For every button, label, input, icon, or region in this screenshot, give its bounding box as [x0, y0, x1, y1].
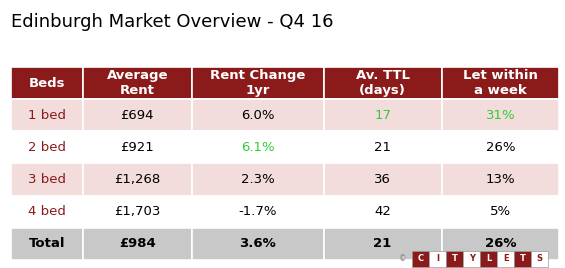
Text: 21: 21 [374, 141, 391, 154]
FancyBboxPatch shape [192, 163, 324, 196]
FancyBboxPatch shape [441, 67, 559, 99]
FancyBboxPatch shape [324, 196, 441, 228]
Text: Beds: Beds [29, 77, 65, 90]
Text: £1,703: £1,703 [114, 205, 160, 218]
Text: 2.3%: 2.3% [241, 173, 275, 186]
Text: L: L [486, 254, 492, 263]
FancyBboxPatch shape [531, 251, 548, 267]
Text: T: T [520, 254, 525, 263]
Text: T: T [452, 254, 458, 263]
Text: 1 bed: 1 bed [28, 109, 66, 122]
Text: 6.0%: 6.0% [241, 109, 275, 122]
Text: 4 bed: 4 bed [28, 205, 66, 218]
FancyBboxPatch shape [82, 196, 192, 228]
FancyBboxPatch shape [11, 228, 82, 260]
FancyBboxPatch shape [441, 131, 559, 163]
Text: £694: £694 [120, 109, 154, 122]
Text: S: S [537, 254, 542, 263]
Text: 26%: 26% [486, 141, 515, 154]
Text: 5%: 5% [490, 205, 511, 218]
FancyBboxPatch shape [82, 228, 192, 260]
FancyBboxPatch shape [82, 99, 192, 131]
Text: Av. TTL
(days): Av. TTL (days) [355, 69, 410, 97]
Text: 13%: 13% [486, 173, 515, 186]
FancyBboxPatch shape [441, 99, 559, 131]
Text: E: E [503, 254, 508, 263]
Text: 31%: 31% [486, 109, 515, 122]
FancyBboxPatch shape [324, 99, 441, 131]
FancyBboxPatch shape [480, 251, 497, 267]
Text: 3 bed: 3 bed [28, 173, 66, 186]
Text: Let within
a week: Let within a week [463, 69, 538, 97]
FancyBboxPatch shape [514, 251, 531, 267]
FancyBboxPatch shape [82, 67, 192, 99]
Text: I: I [436, 254, 440, 263]
FancyBboxPatch shape [192, 196, 324, 228]
FancyBboxPatch shape [11, 131, 82, 163]
FancyBboxPatch shape [324, 67, 441, 99]
FancyBboxPatch shape [441, 228, 559, 260]
FancyBboxPatch shape [497, 251, 514, 267]
Text: ©: © [399, 254, 407, 263]
Text: Total: Total [29, 237, 65, 250]
Text: 21: 21 [373, 237, 392, 250]
Text: 17: 17 [374, 109, 391, 122]
FancyBboxPatch shape [412, 251, 429, 267]
Text: £1,268: £1,268 [114, 173, 160, 186]
Text: Y: Y [469, 254, 475, 263]
FancyBboxPatch shape [463, 251, 480, 267]
FancyBboxPatch shape [446, 251, 463, 267]
FancyBboxPatch shape [192, 67, 324, 99]
Text: 2 bed: 2 bed [28, 141, 66, 154]
FancyBboxPatch shape [192, 131, 324, 163]
Text: 42: 42 [374, 205, 391, 218]
FancyBboxPatch shape [11, 196, 82, 228]
FancyBboxPatch shape [192, 99, 324, 131]
Text: -1.7%: -1.7% [238, 205, 277, 218]
Text: 36: 36 [374, 173, 391, 186]
Text: £984: £984 [119, 237, 156, 250]
Text: Edinburgh Market Overview - Q4 16: Edinburgh Market Overview - Q4 16 [11, 13, 334, 31]
FancyBboxPatch shape [82, 131, 192, 163]
FancyBboxPatch shape [324, 131, 441, 163]
Text: Rent Change
1yr: Rent Change 1yr [210, 69, 306, 97]
Text: 3.6%: 3.6% [240, 237, 276, 250]
Text: £921: £921 [120, 141, 154, 154]
FancyBboxPatch shape [11, 163, 82, 196]
FancyBboxPatch shape [11, 99, 82, 131]
Text: Average
Rent: Average Rent [107, 69, 168, 97]
Text: 26%: 26% [485, 237, 516, 250]
FancyBboxPatch shape [441, 196, 559, 228]
FancyBboxPatch shape [429, 251, 446, 267]
FancyBboxPatch shape [82, 163, 192, 196]
Text: C: C [418, 254, 424, 263]
FancyBboxPatch shape [192, 228, 324, 260]
FancyBboxPatch shape [441, 163, 559, 196]
FancyBboxPatch shape [324, 163, 441, 196]
FancyBboxPatch shape [324, 228, 441, 260]
FancyBboxPatch shape [11, 67, 82, 99]
Text: 6.1%: 6.1% [241, 141, 275, 154]
